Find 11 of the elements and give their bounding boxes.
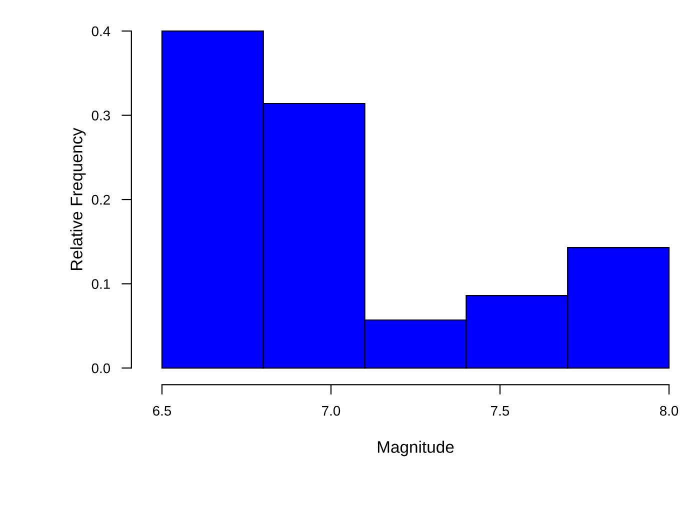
y-tick-label: 0.2 (92, 194, 110, 205)
x-tick-label: 7.0 (322, 406, 340, 416)
y-axis-title: Relative Frequency (70, 128, 86, 270)
y-tick-label: 0.1 (92, 279, 110, 289)
x-tick-label: 8.0 (660, 406, 678, 416)
x-axis-title: Magnitude (378, 440, 454, 456)
y-tick-label: 0.4 (92, 26, 110, 36)
y-tick-label: 0.3 (92, 110, 110, 120)
x-tick-label: 7.5 (491, 406, 510, 416)
x-tick-label: 6.5 (153, 406, 172, 416)
y-tick-label: 0.0 (92, 363, 110, 374)
